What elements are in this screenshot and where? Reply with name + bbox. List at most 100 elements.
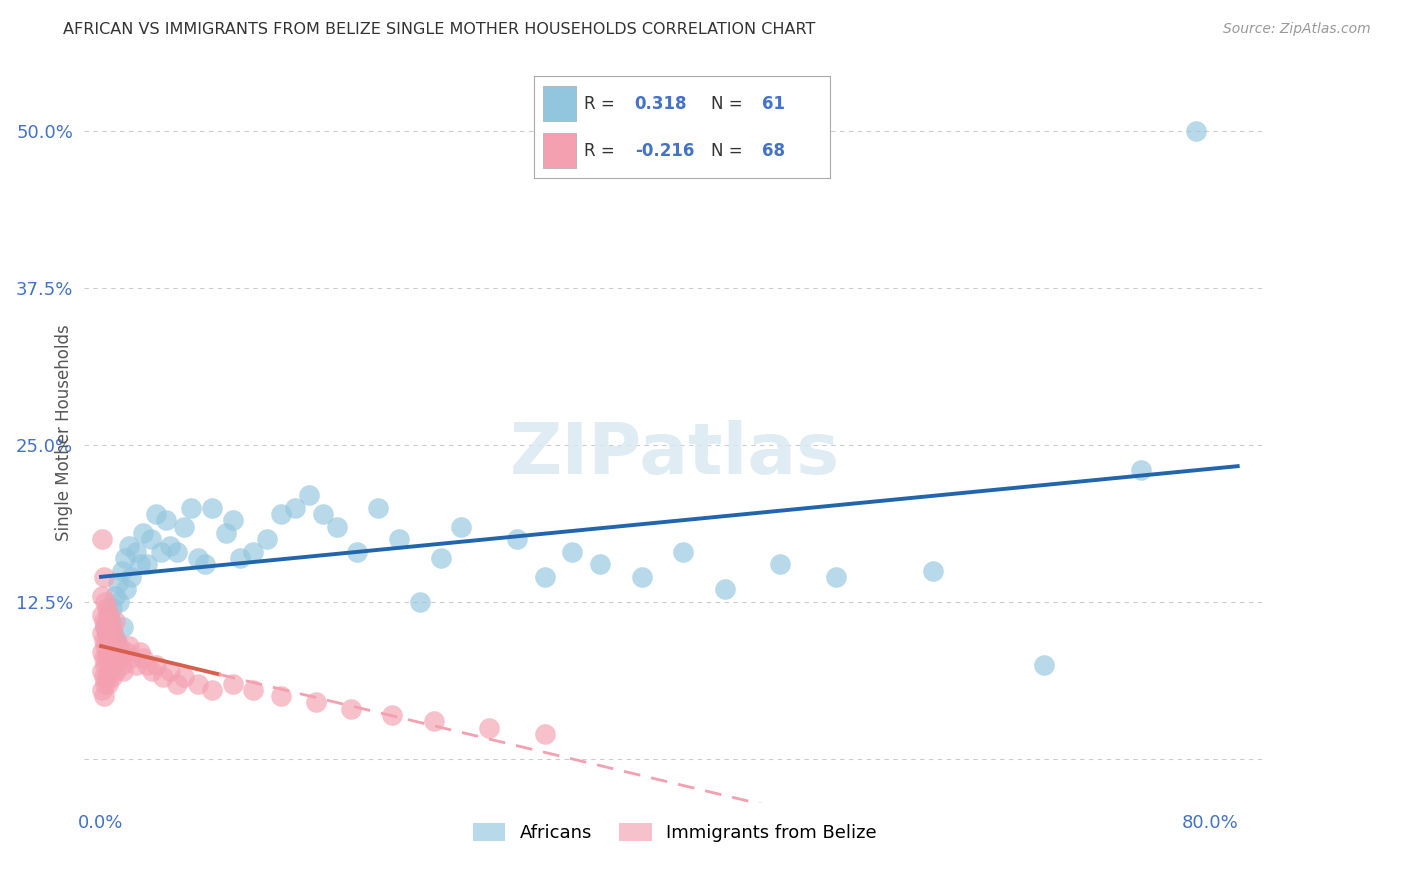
Point: [100, 657, 122, 672]
Point: [97, 676, 120, 690]
Point: [108, 595, 131, 609]
Point: [115, 582, 138, 597]
Point: [173, 520, 195, 534]
Text: 68: 68: [762, 142, 785, 160]
Point: [121, 651, 143, 665]
Point: [96, 601, 118, 615]
Point: [104, 589, 127, 603]
Point: [101, 670, 124, 684]
Point: [284, 500, 307, 515]
Point: [672, 545, 695, 559]
Point: [103, 657, 125, 672]
Point: [159, 664, 181, 678]
Point: [166, 545, 188, 559]
Point: [107, 645, 129, 659]
Point: [228, 551, 250, 566]
Point: [104, 614, 127, 628]
Point: [103, 626, 125, 640]
Point: [270, 689, 292, 703]
Point: [98, 664, 121, 678]
Point: [187, 551, 209, 566]
Point: [152, 670, 174, 684]
Bar: [543, 87, 575, 121]
Point: [96, 626, 118, 640]
Point: [256, 533, 278, 547]
Point: [478, 721, 501, 735]
Bar: [543, 133, 575, 168]
Point: [124, 545, 146, 559]
Point: [242, 682, 264, 697]
Point: [589, 558, 612, 572]
Point: [103, 626, 125, 640]
Text: N =: N =: [711, 142, 742, 160]
Point: [135, 657, 157, 672]
Point: [533, 727, 555, 741]
Point: [94, 620, 117, 634]
Point: [91, 626, 114, 640]
Point: [135, 558, 157, 572]
Point: [561, 545, 583, 559]
Point: [101, 645, 124, 659]
Point: [409, 595, 432, 609]
Point: [242, 545, 264, 559]
Point: [155, 513, 177, 527]
Point: [94, 620, 117, 634]
Point: [91, 607, 114, 622]
Point: [112, 620, 135, 634]
Point: [93, 632, 115, 647]
Point: [108, 639, 131, 653]
Point: [533, 570, 555, 584]
Point: [97, 607, 120, 622]
Point: [215, 526, 238, 541]
Point: [100, 614, 122, 628]
Point: [187, 676, 209, 690]
Point: [96, 651, 118, 665]
Point: [91, 533, 114, 547]
Point: [91, 664, 114, 678]
Point: [422, 714, 444, 729]
Point: [91, 682, 114, 697]
Point: [305, 695, 328, 709]
Point: [201, 682, 224, 697]
Point: [98, 632, 121, 647]
Point: [713, 582, 735, 597]
Point: [111, 564, 134, 578]
Point: [141, 664, 163, 678]
Point: [91, 589, 114, 603]
Point: [105, 632, 128, 647]
Point: [367, 500, 389, 515]
Point: [118, 539, 141, 553]
Point: [110, 651, 132, 665]
Text: R =: R =: [585, 95, 616, 112]
Y-axis label: Single Mother Households: Single Mother Households: [55, 325, 73, 541]
Point: [381, 708, 404, 723]
Text: ZIPatlas: ZIPatlas: [510, 420, 839, 490]
Point: [145, 657, 167, 672]
Point: [96, 626, 118, 640]
Point: [630, 570, 652, 584]
Point: [100, 632, 122, 647]
Point: [128, 558, 150, 572]
Point: [769, 558, 792, 572]
Point: [105, 664, 128, 678]
Point: [112, 664, 135, 678]
Point: [166, 676, 188, 690]
Point: [98, 639, 121, 653]
Point: [325, 520, 347, 534]
Text: 0.318: 0.318: [634, 95, 688, 112]
Point: [128, 645, 150, 659]
Point: [93, 651, 115, 665]
Point: [114, 551, 136, 566]
Point: [298, 488, 321, 502]
Point: [339, 701, 361, 715]
Point: [145, 507, 167, 521]
Point: [94, 595, 117, 609]
Point: [1032, 657, 1054, 672]
Point: [98, 607, 121, 622]
Point: [221, 513, 243, 527]
Point: [97, 614, 120, 628]
Point: [173, 670, 195, 684]
Point: [91, 645, 114, 659]
Text: 61: 61: [762, 95, 785, 112]
Point: [124, 657, 146, 672]
